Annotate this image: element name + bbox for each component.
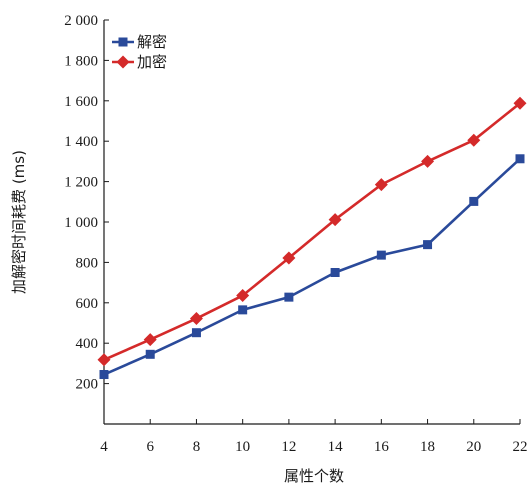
data-point xyxy=(238,305,248,315)
x-axis-title: 属性个数 xyxy=(284,467,344,485)
data-point xyxy=(143,333,157,347)
x-tick-label: 18 xyxy=(420,439,435,455)
data-point xyxy=(145,349,155,359)
data-point xyxy=(376,250,386,260)
axes: 200 400 600 800 1 000 1 200 1 400 1 600 1 800 2 0… xyxy=(64,13,527,455)
x-tick-label: 6 xyxy=(146,439,154,455)
y-tick-label: 1 000 xyxy=(64,215,98,231)
data-point xyxy=(467,133,481,147)
series-line xyxy=(103,102,521,361)
y-tick-label: 1 200 xyxy=(64,175,98,191)
x-tick-label: 10 xyxy=(235,439,250,455)
data-point xyxy=(421,154,435,168)
data-point xyxy=(236,289,250,303)
legend-item: 解密 xyxy=(112,33,167,51)
data-point xyxy=(374,178,388,192)
y-tick-label: 1 400 xyxy=(64,134,98,150)
data-point xyxy=(423,240,433,250)
series-line xyxy=(103,157,521,376)
data-point xyxy=(515,154,525,164)
y-tick-label: 400 xyxy=(76,336,99,352)
y-tick-label: 600 xyxy=(76,296,99,312)
legend-label: 加密 xyxy=(137,53,167,71)
x-tick-label: 14 xyxy=(328,439,344,455)
data-point xyxy=(189,312,203,326)
series-decrypt xyxy=(99,154,525,380)
data-point xyxy=(284,292,294,302)
data-point xyxy=(97,353,111,367)
x-tick-label: 16 xyxy=(374,439,390,455)
data-point xyxy=(328,213,342,227)
series-encrypt xyxy=(97,96,527,367)
data-point xyxy=(282,251,296,265)
data-point xyxy=(99,370,109,380)
y-axis-title: 加解密时间耗费 (ms) xyxy=(10,150,28,294)
legend-marker xyxy=(116,55,130,69)
y-tick-label: 200 xyxy=(76,377,99,393)
y-tick-label: 2 000 xyxy=(64,13,98,29)
legend-label: 解密 xyxy=(137,33,167,51)
data-point xyxy=(191,328,201,338)
x-tick-label: 4 xyxy=(100,439,108,455)
x-tick-label: 12 xyxy=(281,439,296,455)
legend-marker xyxy=(118,37,128,47)
x-tick-label: 20 xyxy=(466,439,481,455)
y-tick-label: 1 800 xyxy=(64,53,98,69)
data-point xyxy=(330,268,340,277)
legend-item: 加密 xyxy=(112,53,167,71)
y-tick-label: 1 600 xyxy=(64,94,98,110)
x-tick-label: 22 xyxy=(513,439,528,455)
data-point xyxy=(513,96,527,110)
y-tick-label: 800 xyxy=(76,255,99,271)
x-tick-label: 8 xyxy=(193,439,201,455)
data-point xyxy=(469,196,479,206)
series-layer xyxy=(97,96,527,380)
